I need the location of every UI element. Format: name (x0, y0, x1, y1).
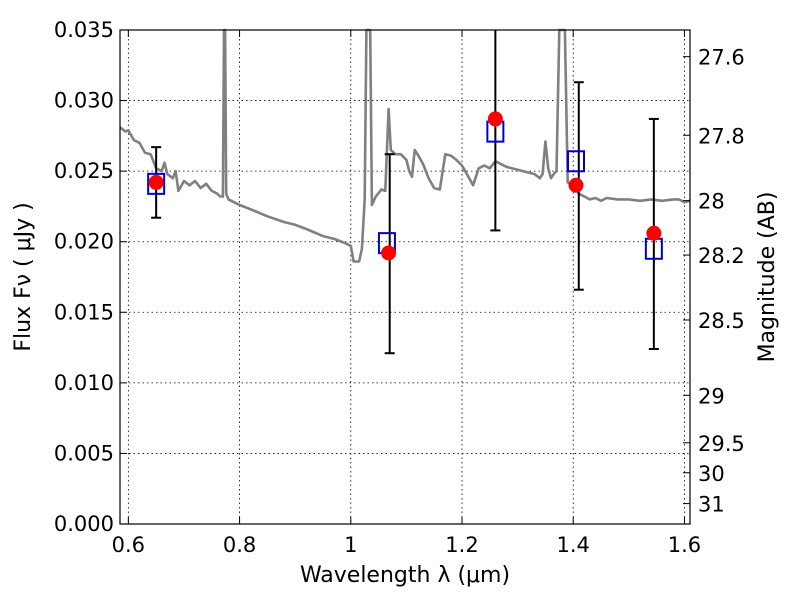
x-tick-label: 1.6 (668, 533, 701, 557)
right-tick-label: 29 (698, 384, 725, 408)
grid (120, 29, 690, 525)
axes: 0.6 0.8 1 1.2 1.4 1.6 0.000 0.005 0.010 0.015 0.02… (54, 18, 745, 557)
plot-data (119, 28, 691, 355)
right-tick-label: 28.5 (698, 309, 745, 333)
y-tick-label: 0.030 (54, 89, 114, 113)
y-tick-label: 0.020 (54, 230, 114, 254)
observed-circle-marker (148, 174, 164, 190)
y-tick-label: 0.015 (54, 300, 114, 324)
x-tick-label: 1.4 (557, 533, 590, 557)
right-tick-label: 28 (698, 190, 725, 214)
observed-circle-marker (487, 111, 503, 127)
x-axis-label: Wavelength λ (μm) (300, 563, 510, 588)
right-tick-label: 27.8 (698, 124, 745, 148)
x-tick-label: 1 (344, 533, 357, 557)
y-tick-label: 0.035 (54, 18, 114, 42)
observed-circle-marker (568, 177, 584, 193)
y-tick-label: 0.005 (54, 441, 114, 465)
y-axis-label: Flux Fν ( μJy ) (11, 202, 36, 351)
y-tick-label: 0.010 (54, 371, 114, 395)
spectrum-line (119, 28, 691, 263)
right-tick-label: 30 (698, 462, 725, 486)
observed-circle-marker (646, 225, 662, 241)
plot-frame (119, 29, 691, 525)
right-tick-label: 27.6 (698, 46, 745, 70)
y-tick-label: 0.025 (54, 159, 114, 183)
y-axis-right-label: Magnitude (AB) (755, 192, 780, 363)
x-tick-label: 0.6 (112, 533, 145, 557)
right-tick-label: 29.5 (698, 432, 745, 456)
right-tick-label: 28.2 (698, 244, 745, 268)
observed-circle-marker (381, 245, 397, 261)
right-tick-label: 31 (698, 493, 725, 517)
model-square-marker (567, 150, 585, 173)
y-tick-label: 0.000 (54, 512, 114, 536)
model-square-marker (147, 172, 166, 195)
x-tick-label: 1.2 (445, 533, 478, 557)
x-tick-label: 0.8 (223, 533, 256, 557)
